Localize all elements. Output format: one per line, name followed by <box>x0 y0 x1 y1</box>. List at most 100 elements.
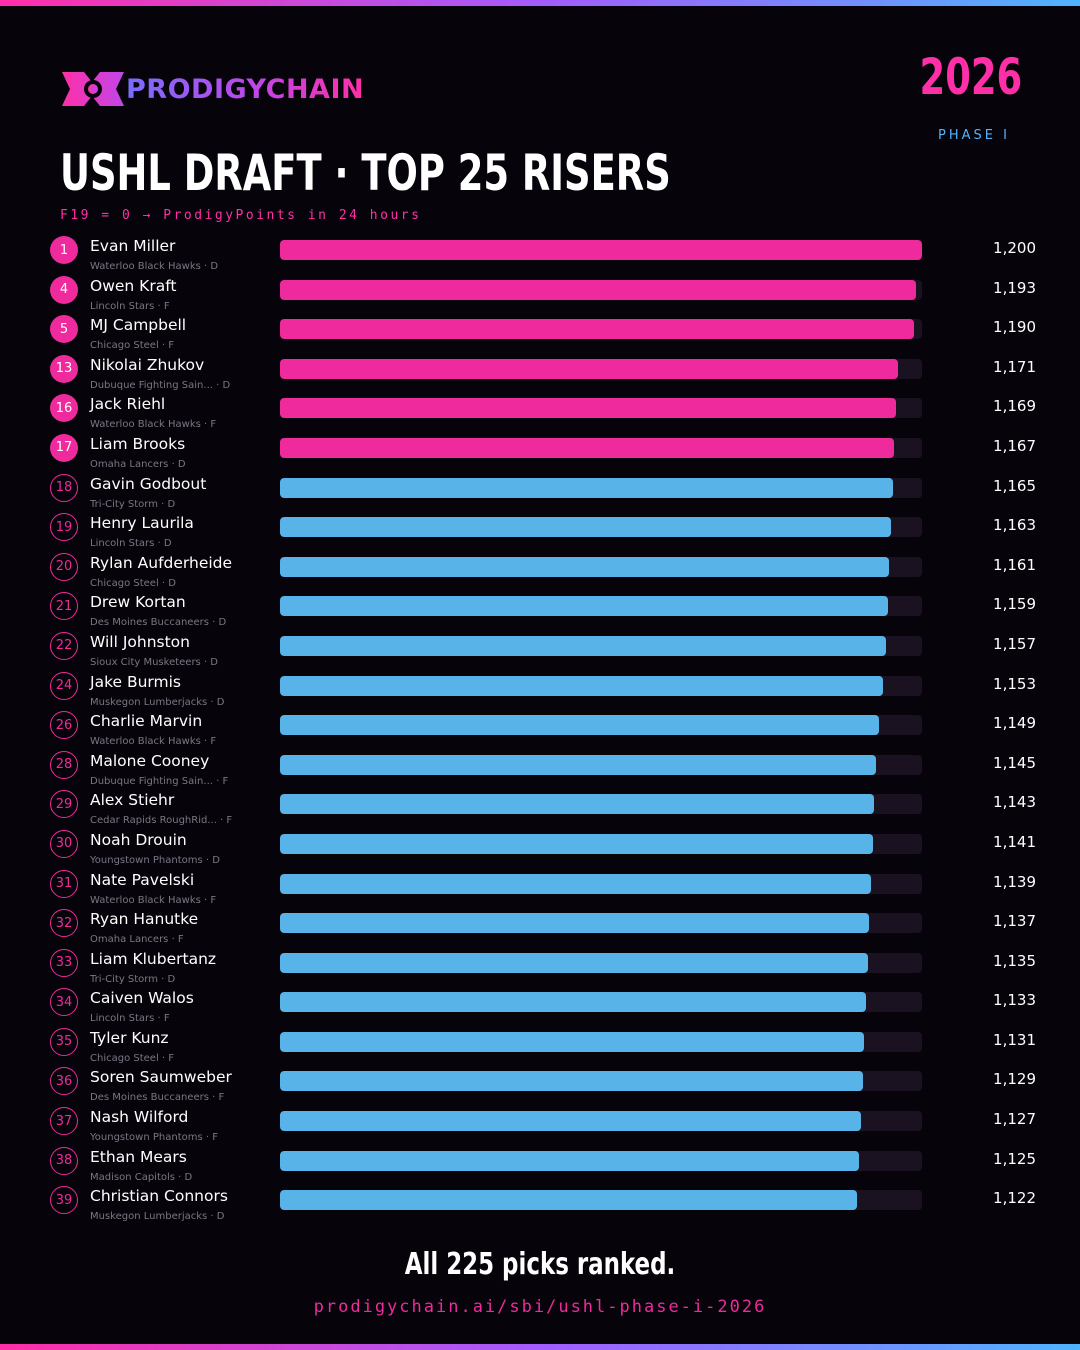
player-team-position: Chicago Steel · F <box>90 1052 175 1064</box>
rank-badge: 28 <box>50 750 78 779</box>
footer-headline: All 225 picks ranked. <box>404 1247 676 1282</box>
bar-track <box>280 873 922 894</box>
chart-row: 24 Jake Burmis Muskegon Lumberjacks · D 1,1… <box>0 666 1080 707</box>
chart-row: 20 Rylan Aufderheide Chicago Steel · D 1,16… <box>0 547 1080 589</box>
bar-track <box>280 952 922 973</box>
bar-track <box>280 1031 922 1052</box>
rank-badge: 16 <box>50 394 78 423</box>
bar <box>280 596 888 617</box>
bar-track <box>280 358 922 379</box>
points-label: 1,127 <box>993 1110 1036 1129</box>
bar <box>280 240 922 260</box>
bar-track <box>280 913 922 934</box>
bar <box>280 794 875 815</box>
bar <box>280 754 877 775</box>
bar-track <box>280 635 922 656</box>
player-name: Will Johnston <box>90 632 190 651</box>
footer-link[interactable]: prodigychain.ai/sbi/ushl-phase-i-2026 <box>313 1297 767 1317</box>
player-team-position: Youngstown Phantoms · F <box>90 1132 218 1144</box>
bar <box>280 1071 863 1092</box>
player-name: Soren Saumweber <box>90 1068 232 1087</box>
rank-badge: 31 <box>50 869 78 898</box>
player-name: Evan Miller <box>90 237 176 255</box>
bar <box>280 319 914 340</box>
player-team-position: Muskegon Lumberjacks · D <box>90 1211 225 1223</box>
rank-badge: 37 <box>50 1107 78 1136</box>
points-label: 1,143 <box>993 793 1036 812</box>
points-label: 1,145 <box>993 753 1036 772</box>
bar <box>280 437 895 458</box>
rank-badge: 21 <box>50 592 78 621</box>
player-team-position: Chicago Steel · D <box>90 577 176 589</box>
bar-track <box>280 715 922 736</box>
points-label: 1,167 <box>993 436 1036 455</box>
player-name: Malone Cooney <box>90 751 210 770</box>
ranking-chart: 1 Evan Miller Waterloo Black Hawks · D 1,20… <box>0 230 1080 1223</box>
points-label: 1,193 <box>993 278 1036 297</box>
player-name: Alex Stiehr <box>90 791 175 810</box>
player-team-position: Chicago Steel · F <box>90 340 175 352</box>
player-team-position: Lincoln Stars · D <box>90 538 172 550</box>
rank-badge: 36 <box>50 1067 78 1096</box>
chart-row: 34 Caiven Walos Lincoln Stars · F 1,133 <box>0 982 1080 1025</box>
bar <box>280 635 887 656</box>
bar <box>280 517 892 538</box>
bar-track <box>280 794 922 815</box>
points-label: 1,139 <box>993 872 1036 891</box>
rank-badge: 32 <box>50 909 78 938</box>
bar <box>280 1190 857 1211</box>
rank-badge: 20 <box>50 552 78 581</box>
bar <box>280 398 897 419</box>
bar-track <box>280 1111 922 1132</box>
points-label: 1,122 <box>993 1189 1036 1208</box>
bar-track <box>280 754 922 775</box>
chart-row: 30 Noah Drouin Youngstown Phantoms · D 1,14… <box>0 824 1080 865</box>
brand-logo[interactable]: PRODIGYCHAIN <box>62 72 364 106</box>
player-name: Jack Riehl <box>90 395 166 414</box>
player-team-position: Tri-City Storm · D <box>90 498 176 510</box>
points-label: 1,125 <box>993 1149 1036 1168</box>
page-title: USHL DRAFT · TOP 25 RISERS <box>60 144 671 202</box>
player-name: Jake Burmis <box>90 672 181 691</box>
bar-track <box>280 1190 922 1211</box>
bar-track <box>280 240 922 260</box>
bar-track <box>280 1071 922 1092</box>
rank-badge: 33 <box>50 948 78 977</box>
rank-badge: 34 <box>50 988 78 1017</box>
player-name: Ryan Hanutke <box>90 910 199 929</box>
player-team-position: Omaha Lancers · D <box>90 458 186 470</box>
bar <box>280 556 890 577</box>
player-team-position: Waterloo Black Hawks · F <box>90 419 217 431</box>
top-accent-stripe <box>0 0 1080 6</box>
bar-track <box>280 833 922 854</box>
rank-badge: 24 <box>50 671 78 700</box>
bar <box>280 477 893 498</box>
chart-row: 5 MJ Campbell Chicago Steel · F 1,190 <box>0 309 1080 352</box>
page-subtitle: F19 = 0 → ProdigyPoints in 24 hours <box>60 208 422 223</box>
player-name: Liam Klubertanz <box>90 949 217 968</box>
chart-row: 22 Will Johnston Sioux City Musketeers · D… <box>0 626 1080 667</box>
chart-row: 16 Jack Riehl Waterloo Black Hawks · F 1,16… <box>0 388 1080 431</box>
rank-badge: 30 <box>50 829 78 858</box>
player-name: MJ Campbell <box>90 316 187 335</box>
rank-badge: 18 <box>50 473 78 502</box>
points-label: 1,153 <box>993 674 1036 693</box>
rank-badge: 13 <box>50 354 78 383</box>
chart-row: 39 Christian Connors Muskegon Lumberjacks … <box>0 1180 1080 1223</box>
points-label: 1,133 <box>993 991 1036 1010</box>
chart-row: 35 Tyler Kunz Chicago Steel · F 1,131 <box>0 1022 1080 1064</box>
bar-track <box>280 477 922 498</box>
player-name: Ethan Mears <box>90 1147 187 1166</box>
player-name: Drew Kortan <box>90 593 186 612</box>
chart-row: 18 Gavin Godbout Tri-City Storm · D 1,165 <box>0 468 1080 510</box>
points-label: 1,129 <box>993 1070 1036 1089</box>
bar <box>280 992 867 1013</box>
points-label: 1,135 <box>993 951 1036 970</box>
player-team-position: Lincoln Stars · F <box>90 1013 170 1025</box>
brand-name: PRODIGYCHAIN <box>126 73 365 105</box>
rank-badge: 1 <box>50 236 78 264</box>
bar-track <box>280 279 922 300</box>
chart-row: 36 Soren Saumweber Des Moines Buccaneers ·… <box>0 1061 1080 1103</box>
player-name: Henry Laurila <box>90 514 194 533</box>
rank-badge: 5 <box>50 315 78 344</box>
